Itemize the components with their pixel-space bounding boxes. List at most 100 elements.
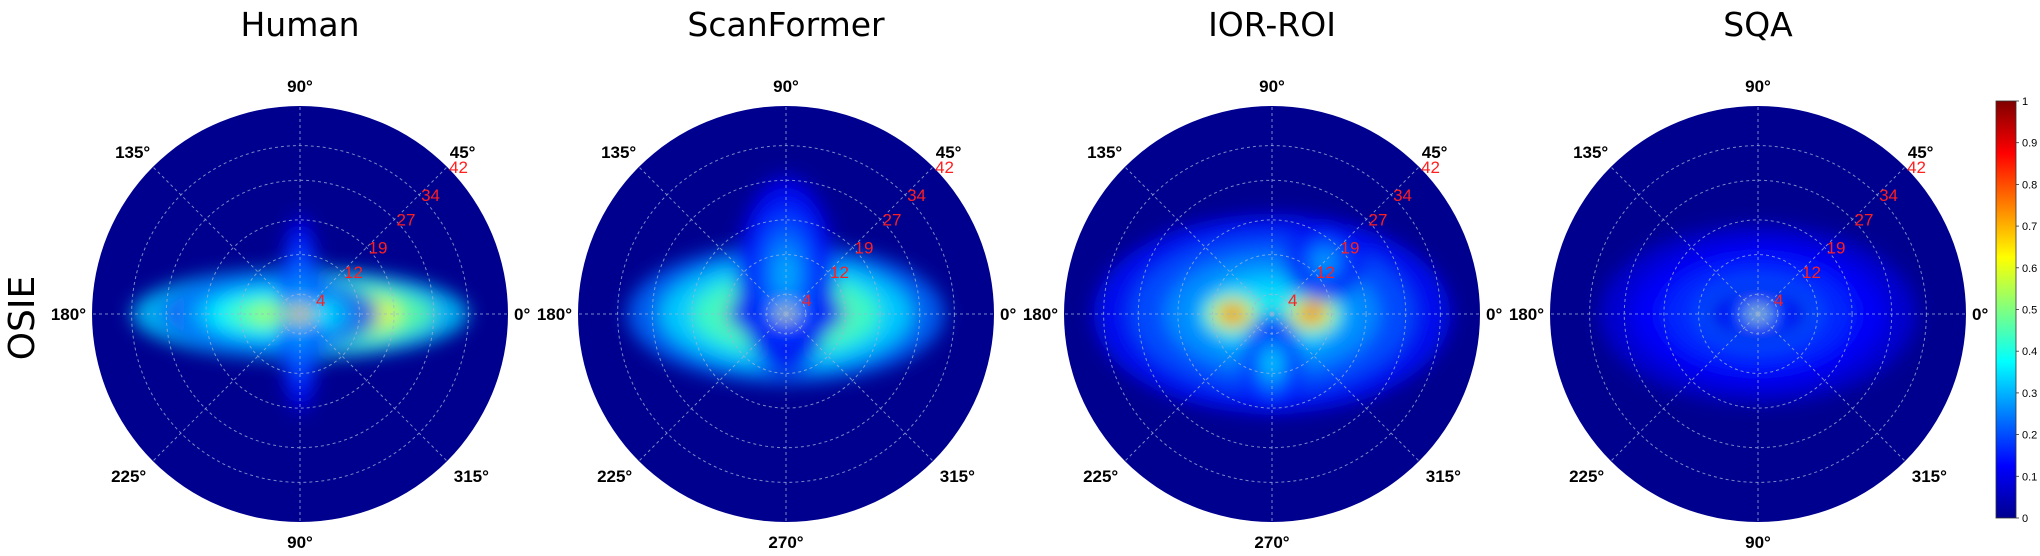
- polar-panel-2: ScanFormer 4 12 19 27 34 42 90° 135° 45° 180° 0° 225…: [537, 5, 1017, 552]
- colorbar-tick-label: 0.4: [2022, 346, 2037, 358]
- polar-panel-3: IOR-ROI 4 12 19 27 34 42 90° 135° 45° 180° 0° 225° 31…: [1023, 5, 1503, 552]
- grid-ring: [205, 219, 395, 409]
- angle-label-top: 90°: [773, 77, 799, 96]
- angle-label-left: 180°: [51, 305, 86, 324]
- grid-spoke: [1124, 166, 1273, 315]
- angle-label-upper-right: 45°: [1422, 143, 1448, 162]
- angle-label-top: 90°: [287, 77, 313, 96]
- angle-label-upper-left: 135°: [115, 143, 150, 162]
- radial-tick-label: 27: [1369, 210, 1388, 229]
- grid-spoke: [1757, 313, 1906, 462]
- polar-panel-1: Human 4 12 19 27 34 42 90° 135° 45° 180° 0° 225° 315°…: [51, 5, 531, 552]
- grid-spoke: [1271, 166, 1420, 315]
- radial-tick-label: 42: [449, 158, 468, 177]
- grid-spoke: [785, 166, 934, 315]
- radial-tick-label: 19: [855, 238, 874, 257]
- angle-label-left: 180°: [1023, 305, 1058, 324]
- radial-tick-label: 12: [1802, 263, 1821, 282]
- radial-tick-label: 27: [397, 210, 416, 229]
- grid-spoke: [299, 313, 448, 462]
- grid-spoke: [152, 166, 301, 315]
- grid-ring: [1663, 219, 1853, 409]
- grid-spoke: [1610, 166, 1759, 315]
- radial-tick-label: 34: [421, 186, 440, 205]
- radial-tick-label: 12: [344, 263, 363, 282]
- radial-tick-label: 42: [1421, 158, 1440, 177]
- colorbar-tick-label: 0.8: [2022, 179, 2037, 191]
- radial-tick-label: 27: [883, 210, 902, 229]
- grid-spoke: [638, 166, 787, 315]
- colorbar-tick-label: 0.7: [2022, 221, 2037, 233]
- angle-label-upper-right: 45°: [450, 143, 476, 162]
- grid-ring: [691, 219, 881, 409]
- panels: Human 4 12 19 27 34 42 90° 135° 45° 180° 0° 225° 315°…: [51, 5, 1989, 552]
- grid-ring: [1698, 254, 1818, 374]
- angle-label-lower-left: 225°: [1569, 467, 1604, 486]
- angle-label-upper-left: 135°: [1573, 143, 1608, 162]
- angle-label-bottom: 90°: [1745, 533, 1771, 552]
- colorbar-tick-label: 0.6: [2022, 263, 2037, 275]
- angle-label-upper-left: 135°: [601, 143, 636, 162]
- radial-tick-label: 34: [1393, 186, 1412, 205]
- angle-label-bottom: 90°: [287, 533, 313, 552]
- grid-spoke: [1610, 313, 1759, 462]
- grid-spoke: [1271, 313, 1420, 462]
- angle-label-lower-right: 315°: [1426, 467, 1461, 486]
- colorbar-tick-label: 1: [2022, 96, 2028, 108]
- grid-spoke: [1757, 166, 1906, 315]
- angle-label-lower-left: 225°: [1083, 467, 1118, 486]
- angle-label-right: 0°: [514, 305, 530, 324]
- colorbar-tick-label: 0.3: [2022, 388, 2037, 400]
- angle-label-lower-right: 315°: [1912, 467, 1947, 486]
- grid-ring: [1212, 254, 1332, 374]
- angle-label-lower-right: 315°: [940, 467, 975, 486]
- angle-label-right: 0°: [1000, 305, 1016, 324]
- colorbar-gradient: [1995, 100, 2017, 519]
- panel-title: Human: [240, 5, 359, 44]
- colorbar: 0 0.1 0.2 0.3 0.4 0.5 0.6 0.7 0.8 0.9 1: [1995, 96, 2037, 525]
- grid-ring: [726, 254, 846, 374]
- radial-tick-label: 12: [830, 263, 849, 282]
- grid-spoke: [299, 166, 448, 315]
- grid-ring: [240, 254, 360, 374]
- radial-tick-label: 19: [369, 238, 388, 257]
- grid-spoke: [152, 313, 301, 462]
- colorbar-tick-label: 0.5: [2022, 305, 2037, 317]
- radial-tick-label: 42: [1907, 158, 1926, 177]
- colorbar-tick-label: 0: [2022, 513, 2028, 525]
- colorbar-tick-label: 0.9: [2022, 138, 2037, 150]
- angle-label-upper-right: 45°: [936, 143, 962, 162]
- angle-label-upper-left: 135°: [1087, 143, 1122, 162]
- radial-tick-label: 4: [1288, 291, 1297, 310]
- row-label: OSIE: [2, 276, 43, 361]
- panel-title: SQA: [1723, 5, 1793, 44]
- radial-tick-label: 4: [802, 291, 811, 310]
- angle-label-left: 180°: [1509, 305, 1544, 324]
- grid-spoke: [1124, 313, 1273, 462]
- polar-panel-4: SQA 4 12 19 27 34 42 90° 135° 45° 180° 0° 225° 315° 90…: [1509, 5, 1989, 552]
- colorbar-tick-label: 0.1: [2022, 471, 2037, 483]
- grid-spoke: [638, 313, 787, 462]
- radial-tick-label: 34: [907, 186, 926, 205]
- angle-label-upper-right: 45°: [1908, 143, 1934, 162]
- angle-label-bottom: 270°: [768, 533, 803, 552]
- grid-ring: [1177, 219, 1367, 409]
- angle-label-top: 90°: [1745, 77, 1771, 96]
- panel-title: ScanFormer: [687, 5, 885, 44]
- density-blob: [1225, 309, 1240, 319]
- angle-label-bottom: 270°: [1254, 533, 1289, 552]
- angle-label-left: 180°: [537, 305, 572, 324]
- angle-label-right: 0°: [1972, 305, 1988, 324]
- grid-spoke: [785, 313, 934, 462]
- radial-tick-label: 34: [1879, 186, 1898, 205]
- angle-label-right: 0°: [1486, 305, 1502, 324]
- panel-title: IOR-ROI: [1208, 5, 1336, 44]
- angle-label-lower-right: 315°: [454, 467, 489, 486]
- radial-tick-label: 27: [1855, 210, 1874, 229]
- angle-label-lower-left: 225°: [111, 467, 146, 486]
- radial-tick-label: 4: [316, 291, 325, 310]
- angle-label-top: 90°: [1259, 77, 1285, 96]
- radial-tick-label: 12: [1316, 263, 1335, 282]
- colorbar-tick-label: 0.2: [2022, 430, 2037, 442]
